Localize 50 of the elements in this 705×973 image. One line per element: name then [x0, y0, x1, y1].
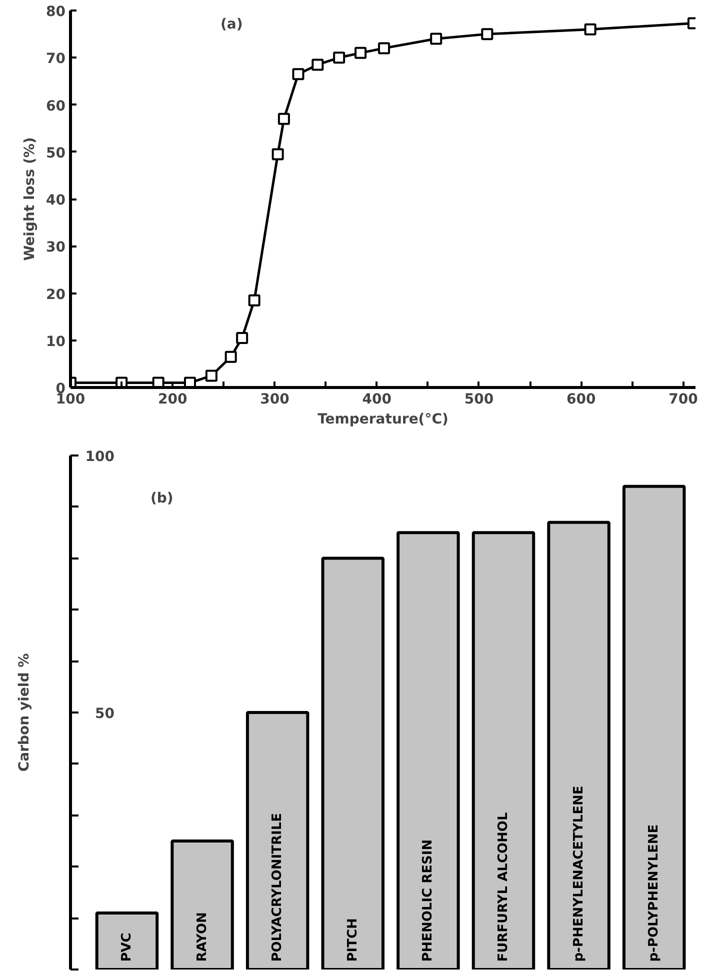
y-tick-label: 10 [46, 334, 66, 350]
bar [170, 840, 234, 970]
bar [95, 911, 159, 970]
point [292, 68, 304, 80]
point [272, 148, 284, 160]
x-tick-label: PHENOLIC RESIN [420, 839, 436, 962]
x-tick-label: 700 [668, 392, 698, 408]
bar [472, 531, 536, 970]
bar [396, 531, 460, 970]
y-tick-label: 70 [46, 51, 66, 68]
y-tick-label: 40 [46, 192, 66, 208]
point [236, 332, 248, 344]
bar [622, 484, 686, 970]
x-tick-label: 200 [158, 392, 188, 408]
bar [547, 520, 610, 970]
point [430, 32, 442, 45]
point [248, 294, 260, 306]
point [378, 42, 390, 54]
annotation: (b) [150, 490, 174, 506]
x-tick-label: 600 [566, 392, 596, 408]
x-tick-label: PVC [119, 932, 134, 962]
x-tick-label: RAYON [194, 912, 210, 962]
x-tick-label: PITCH [345, 918, 360, 962]
x-tick-label: 300 [260, 392, 290, 408]
x-tick-label: p-PHENYLENACETYLENE [571, 786, 586, 962]
x-tick-label: 400 [362, 392, 392, 408]
point [312, 58, 324, 71]
y-axis-title: Weight loss (%) [22, 137, 38, 261]
x-tick-label: POLYACRYLONITRILE [270, 812, 286, 962]
y-tick-label: 30 [46, 240, 66, 256]
y-tick-label: 20 [46, 286, 66, 303]
point [481, 28, 494, 40]
bar [321, 556, 384, 970]
point [333, 52, 346, 64]
point [584, 23, 596, 36]
y-tick-label: 50 [46, 145, 66, 162]
x-tick-label: p-POLYPHENYLENE [646, 824, 662, 962]
x-tick-label: 500 [464, 392, 494, 408]
x-tick-label: FURFURYL ALCOHOL [496, 812, 511, 962]
point [224, 350, 237, 363]
y-tick-label: 50 [95, 706, 115, 722]
point [278, 112, 290, 125]
point [354, 46, 367, 59]
point [205, 370, 218, 382]
annotation: (a) [220, 16, 243, 32]
y-axis-title: Carbon yield % [16, 653, 32, 772]
y-tick-label: 80 [46, 4, 66, 20]
bar [246, 711, 310, 970]
y-tick-label: 60 [46, 98, 66, 114]
x-axis-title: Temperature(°C) [318, 412, 448, 428]
